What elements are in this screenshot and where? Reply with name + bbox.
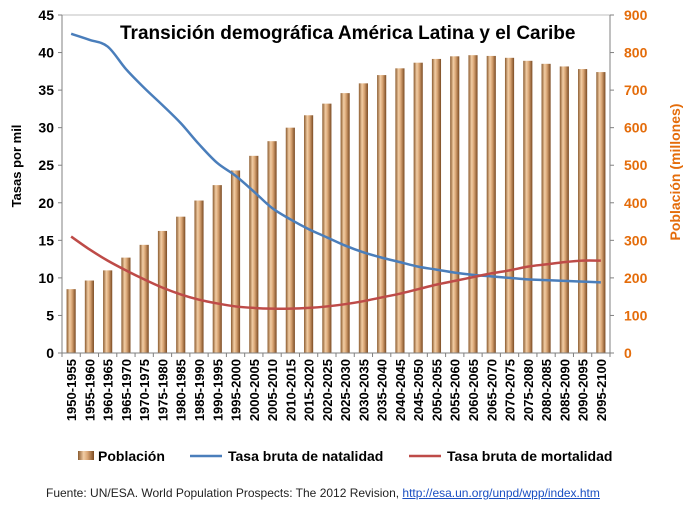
- y-left-tick-label: 25: [38, 157, 54, 173]
- y-left-tick-label: 35: [38, 82, 54, 98]
- y-left-tick-label: 40: [38, 45, 54, 61]
- x-tick-label: 1995-2000: [229, 359, 244, 421]
- bar-poblacion: [304, 115, 314, 353]
- bar-poblacion: [504, 57, 515, 354]
- x-tick-label: 2040-2045: [393, 359, 408, 421]
- x-tick-label: 1965-1970: [119, 359, 134, 421]
- y-right-tick-label: 900: [624, 7, 648, 23]
- y-left-tick-label: 15: [38, 232, 54, 248]
- x-tick-label: 2080-2085: [539, 359, 554, 421]
- bar-poblacion: [431, 58, 442, 353]
- source-link[interactable]: http://esa.un.org/unpd/wpp/index.htm: [402, 486, 600, 500]
- y-right-tick-label: 600: [624, 120, 648, 136]
- legend: Población Tasa bruta de natalidad Tasa b…: [78, 448, 612, 464]
- y-left-tick-label: 30: [38, 120, 54, 136]
- bar-poblacion: [340, 93, 350, 354]
- x-tick-label: 1980-1985: [174, 359, 189, 421]
- y-axis-left-label: Tasas por mil: [9, 125, 24, 208]
- chart-title: Transición demográfica América Latina y …: [120, 23, 575, 44]
- legend-label-poblacion: Población: [98, 448, 165, 464]
- x-tick-label: 2010-2015: [283, 359, 298, 421]
- x-tick-label: 2085-2090: [557, 359, 572, 421]
- y-right-tick-label: 300: [624, 232, 648, 248]
- x-tick-label: 2005-2010: [265, 359, 280, 421]
- x-tick-label: 2095-2100: [594, 359, 609, 421]
- bar-poblacion: [578, 69, 588, 353]
- bar-poblacion: [413, 62, 423, 353]
- bar-poblacion: [103, 270, 113, 353]
- bar-poblacion: [523, 60, 533, 353]
- bar-poblacion: [66, 289, 76, 353]
- x-tick-label: 2035-2040: [375, 359, 390, 421]
- bar-poblacion: [486, 55, 496, 354]
- bar-poblacion: [541, 63, 551, 353]
- source-text: Fuente: UN/ESA. World Population Prospec…: [46, 486, 403, 500]
- bar-poblacion: [139, 244, 149, 353]
- bar-poblacion: [450, 56, 460, 354]
- y-right-tick-label: 200: [624, 270, 648, 286]
- x-tick-label: 1970-1975: [137, 359, 152, 421]
- y-left-tick-label: 45: [38, 7, 54, 23]
- x-tick-label: 2020-2025: [320, 359, 335, 421]
- lines-layer: [70, 32, 601, 311]
- y-left-tick-label: 0: [46, 345, 54, 361]
- x-tick-label: 1990-1995: [210, 359, 225, 421]
- legend-label-mortalidad: Tasa bruta de mortalidad: [447, 448, 612, 464]
- y-axis-right-label: Población (millones): [667, 104, 683, 241]
- x-tick-label: 2060-2065: [466, 359, 481, 421]
- bar-poblacion: [230, 170, 241, 353]
- bar-poblacion: [322, 103, 332, 354]
- x-tick-label: 2075-2080: [521, 359, 536, 421]
- y-left-tick-label: 20: [38, 195, 54, 211]
- x-tick-label: 2045-2050: [411, 359, 426, 421]
- bar-poblacion: [157, 230, 168, 353]
- bar-poblacion: [212, 185, 222, 353]
- x-tick-label: 2070-2075: [503, 359, 518, 421]
- legend-label-natalidad: Tasa bruta de natalidad: [228, 448, 383, 464]
- plot-area: [61, 14, 611, 354]
- x-tick-label: 2025-2030: [338, 359, 353, 421]
- ticks-layer: 0 5 10 15 20 25 30 35 40 45 0 100 200 300 400 500 600 700…: [38, 7, 647, 421]
- bar-poblacion: [121, 257, 131, 353]
- x-tick-label: 2090-2095: [576, 359, 591, 421]
- bar-poblacion: [559, 66, 569, 353]
- x-tick-label: 2030-2035: [356, 359, 371, 421]
- x-tick-label: 2000-2005: [247, 359, 262, 421]
- bar-poblacion: [267, 141, 277, 353]
- bar-poblacion: [596, 72, 606, 353]
- x-tick-label: 2055-2060: [448, 359, 463, 421]
- y-right-tick-label: 100: [624, 307, 648, 323]
- bar-poblacion: [358, 83, 368, 354]
- x-tick-label: 2015-2020: [302, 359, 317, 421]
- line-series-0: [70, 32, 601, 284]
- line-series-1: [70, 235, 601, 311]
- bar-poblacion: [249, 155, 259, 353]
- bar-poblacion: [468, 55, 478, 353]
- y-left-tick-label: 10: [38, 270, 54, 286]
- x-tick-label: 1985-1990: [192, 359, 207, 421]
- bar-poblacion: [285, 127, 295, 354]
- bar-poblacion: [395, 68, 405, 353]
- y-right-tick-label: 500: [624, 157, 648, 173]
- bar-poblacion: [176, 216, 186, 353]
- bar-poblacion: [84, 280, 94, 353]
- bar-poblacion: [194, 200, 204, 353]
- y-right-tick-label: 800: [624, 45, 648, 61]
- y-right-tick-label: 700: [624, 82, 648, 98]
- x-tick-label: 1955-1960: [82, 359, 97, 421]
- bars-layer: [66, 55, 606, 354]
- source-note: Fuente: UN/ESA. World Population Prospec…: [46, 486, 600, 500]
- x-tick-label: 1950-1955: [64, 359, 79, 421]
- y-right-tick-label: 0: [624, 345, 632, 361]
- y-left-tick-label: 5: [46, 307, 54, 323]
- x-tick-label: 1960-1965: [101, 359, 116, 421]
- x-tick-label: 1975-1980: [155, 359, 170, 421]
- legend-swatch-poblacion: [78, 451, 94, 460]
- x-tick-label: 2065-2070: [484, 359, 499, 421]
- x-tick-label: 2050-2055: [429, 359, 444, 421]
- bar-poblacion: [377, 75, 387, 353]
- y-right-tick-label: 400: [624, 195, 648, 211]
